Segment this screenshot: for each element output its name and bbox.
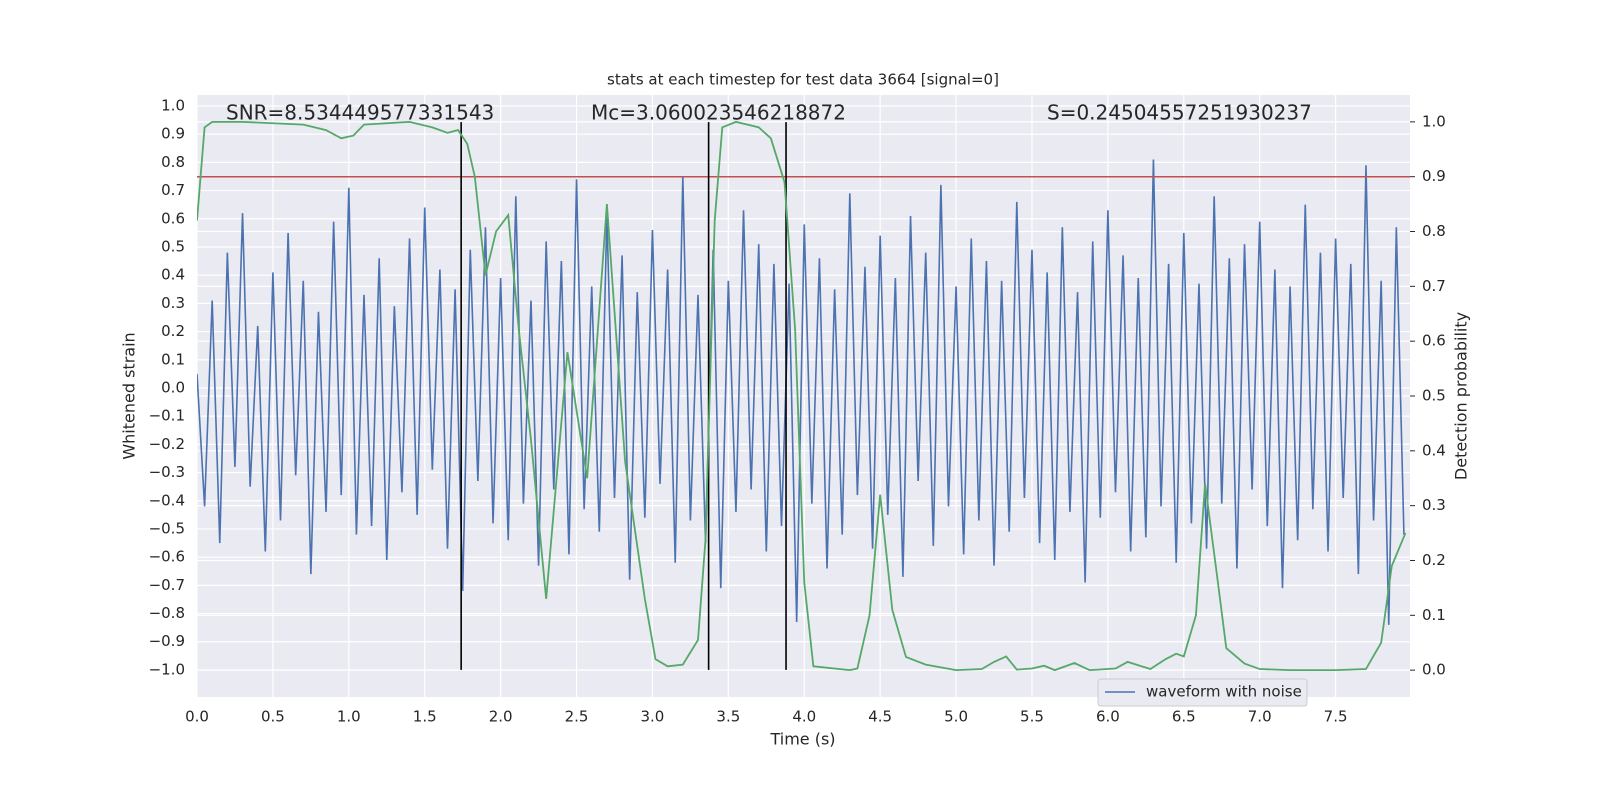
x-tick-label: 2.5	[565, 708, 589, 726]
y-tick-label: −0.8	[149, 604, 185, 622]
x-tick-label: 4.0	[792, 708, 816, 726]
marks	[197, 120, 1410, 672]
x-tick-label: 5.0	[944, 708, 968, 726]
annotation: S=0.24504557251930237	[1047, 101, 1312, 125]
y2-tick-label: 0.8	[1422, 222, 1446, 240]
y-tick-label: 0.6	[161, 209, 185, 227]
y2-tick-label: 0.1	[1422, 606, 1446, 624]
y2-tick-label: 0.4	[1422, 441, 1446, 459]
x-tick-label: 2.0	[489, 708, 513, 726]
x-tick-label: 7.5	[1324, 708, 1348, 726]
labels: 0.0 0.5 1.0 1.5 2.0 2.5 3.0 3.5 4.0 4.5 5.0 5.5 6.0 6…	[149, 96, 1446, 725]
y-tick-label: 0.2	[161, 322, 185, 340]
series-line	[197, 120, 1407, 672]
y-tick-label: 0.8	[161, 153, 185, 171]
y-tick-label: 0.4	[161, 266, 185, 284]
x-tick-label: 7.0	[1248, 708, 1272, 726]
y-tick-label: −0.1	[149, 407, 185, 425]
x-tick-label: 5.5	[1020, 708, 1044, 726]
annotation: Mc=3.060023546218872	[591, 101, 846, 125]
chart-title: stats at each timestep for test data 366…	[607, 71, 999, 89]
y-tick-label: −0.6	[149, 548, 185, 566]
y2-tick-label: 0.5	[1422, 387, 1446, 405]
y-tick-label: −0.7	[149, 576, 185, 594]
x-axis-label: Time (s)	[769, 730, 835, 749]
x-tick-label: 0.0	[185, 708, 209, 726]
x-tick-label: 1.0	[337, 708, 361, 726]
y-tick-label: 0.5	[161, 237, 185, 255]
y-tick-label: 0.3	[161, 294, 185, 312]
y-tick-label: −1.0	[149, 660, 185, 678]
legend-label: waveform with noise	[1146, 683, 1302, 701]
y2-tick-label: 0.0	[1422, 661, 1446, 679]
y2-tick-label: 0.2	[1422, 551, 1446, 569]
x-tick-label: 3.5	[716, 708, 740, 726]
y2-axis-label: Detection probability	[1452, 312, 1471, 480]
x-tick-label: 6.5	[1172, 708, 1196, 726]
y-tick-label: −0.4	[149, 491, 185, 509]
y-tick-label: −0.9	[149, 632, 185, 650]
y-tick-label: 0.0	[161, 378, 185, 396]
x-tick-label: 6.0	[1096, 708, 1120, 726]
x-tick-label: 4.5	[868, 708, 892, 726]
y-tick-label: −0.5	[149, 519, 185, 537]
y-tick-label: 0.7	[161, 181, 185, 199]
y-tick-label: −0.2	[149, 435, 185, 453]
x-tick-label: 1.5	[413, 708, 437, 726]
y2-tick-label: 0.9	[1422, 167, 1446, 185]
x-tick-label: 3.0	[641, 708, 665, 726]
y-tick-label: −0.3	[149, 463, 185, 481]
y2-tick-label: 0.7	[1422, 277, 1446, 295]
y-tick-label: 0.1	[161, 350, 185, 368]
y-tick-label: 1.0	[161, 96, 185, 114]
annotation: SNR=8.534449577331543	[226, 101, 494, 125]
legend: waveform with noise	[1097, 678, 1308, 707]
series-line	[197, 159, 1405, 625]
legend-box	[1097, 678, 1308, 707]
x-tick-label: 0.5	[261, 708, 285, 726]
y2-tick-label: 0.3	[1422, 496, 1446, 514]
y-tick-label: 0.9	[161, 125, 185, 143]
y-axis-label: Whitened strain	[120, 332, 139, 459]
y2-tick-label: 1.0	[1422, 112, 1446, 130]
y2-tick-label: 0.6	[1422, 332, 1446, 350]
